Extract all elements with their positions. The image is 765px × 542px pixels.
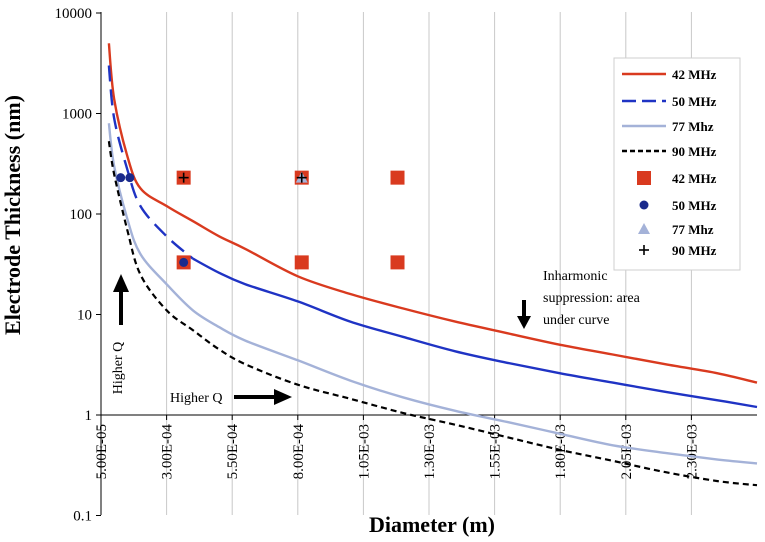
legend-marker-42-mhz (637, 171, 651, 185)
series-layer (107, 43, 758, 487)
axes: 0.1 1 10 100 1000 10000 5.00E-05 3.00E-04 5.50E-… (55, 6, 757, 525)
x-tick-label: 5.00E-05 (94, 424, 110, 479)
legend-label: 77 Mhz (672, 222, 714, 237)
annotation-text: under curve (543, 313, 609, 328)
x-tick-label: 2.05E-03 (619, 424, 635, 479)
x-axis-title: Diameter (m) (369, 512, 495, 537)
x-tick-label: 1.05E-03 (356, 424, 372, 479)
x-tick-label: 1.30E-03 (422, 424, 438, 479)
right-arrow-head-icon (274, 389, 292, 405)
annotations: Inharmonic suppression: area under curve Hi… (111, 269, 641, 406)
legend-label: 90 MHz (672, 144, 717, 159)
series-line-50-mhz-dashed (107, 65, 194, 260)
data-point-square (294, 255, 309, 270)
series-line-50-mhz (192, 257, 758, 409)
legend-box (613, 57, 741, 271)
series-line-42-mhz (107, 43, 758, 384)
legend-marker-50-mhz (639, 200, 649, 210)
x-tick-label: 1.80E-03 (553, 424, 569, 479)
x-tick-label: 2.30E-03 (684, 424, 700, 479)
legend-label: 42 MHz (672, 171, 717, 186)
markers-layer (116, 170, 405, 270)
annotation-text: Inharmonic (543, 269, 608, 284)
series-line-90-mhz (107, 141, 758, 487)
y-tick-label: 10000 (55, 6, 93, 22)
legend-marker-90-mhz (639, 245, 649, 255)
y-tick-label: 10 (77, 308, 92, 324)
data-point-circle (125, 173, 135, 183)
legend-label: 50 MHz (672, 198, 717, 213)
series-line-77-mhz (107, 123, 758, 465)
y-axis-title: Electrode Thickness (nm) (0, 95, 25, 335)
legend-label: 90 MHz (672, 243, 717, 258)
legend: 42 MHz 50 MHz 77 Mhz 90 MHz 42 MHz 50 MHz 77 M… (613, 57, 741, 271)
data-point-square (390, 255, 405, 270)
y-tick-label: 1 (85, 408, 93, 424)
x-tick-label: 8.00E-04 (291, 424, 307, 480)
x-tick-label: 3.00E-04 (160, 424, 176, 480)
legend-label: 77 Mhz (672, 119, 714, 134)
legend-label: 42 MHz (672, 67, 717, 82)
data-point-square (390, 170, 405, 185)
x-tick-label: 5.50E-04 (225, 424, 241, 480)
data-point-circle (179, 257, 189, 267)
annotation-text: suppression: area (543, 291, 641, 306)
data-point-circle (116, 173, 126, 183)
legend-label: 50 MHz (672, 94, 717, 109)
down-arrow-head-icon (517, 316, 531, 329)
up-arrow-head-icon (113, 274, 129, 292)
y-tick-label: 0.1 (73, 509, 92, 525)
y-tick-label: 100 (70, 207, 93, 223)
data-point-plus (178, 172, 189, 183)
annotation-text: Higher Q (111, 342, 126, 395)
data-point-plus (296, 172, 307, 183)
x-tick-label: 1.55E-03 (488, 424, 504, 479)
y-tick-label: 1000 (62, 107, 92, 123)
legend-marker-77-mhz (638, 223, 650, 234)
annotation-text: Higher Q (170, 391, 223, 406)
